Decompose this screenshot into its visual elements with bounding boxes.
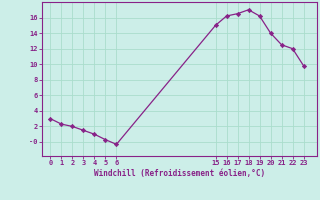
X-axis label: Windchill (Refroidissement éolien,°C): Windchill (Refroidissement éolien,°C): [94, 169, 265, 178]
